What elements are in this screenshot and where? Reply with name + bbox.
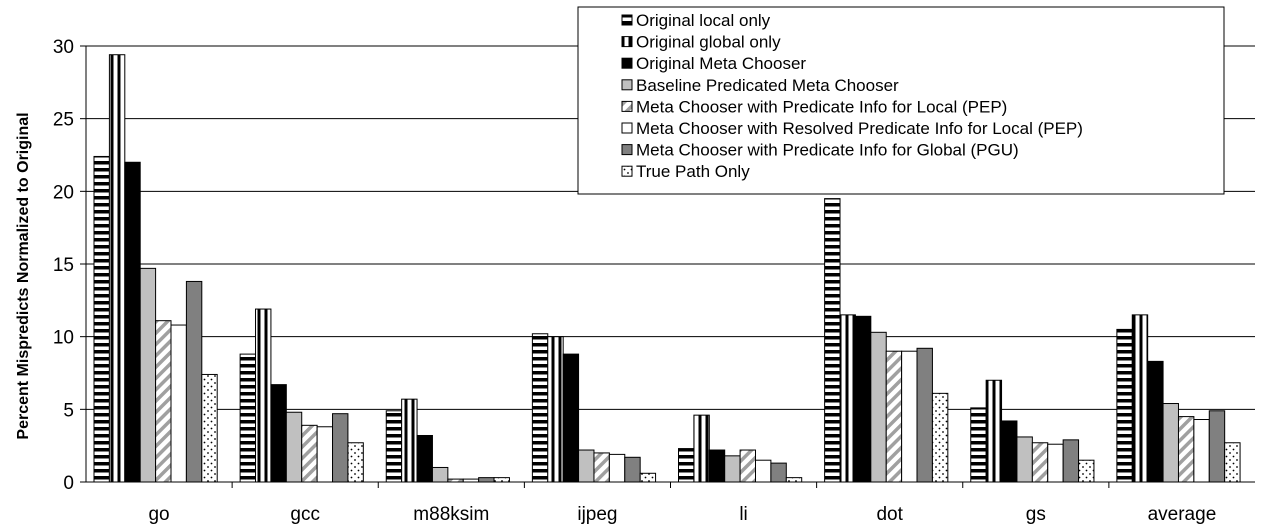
y-tick-label: 25 — [53, 110, 74, 131]
y-tick-label: 0 — [63, 473, 74, 494]
legend-swatch — [621, 165, 633, 177]
bar — [316, 426, 334, 483]
y-tick-label: 5 — [63, 400, 74, 421]
bar — [839, 314, 856, 483]
y-tick-label: 20 — [53, 182, 74, 203]
bar — [93, 155, 110, 483]
bar — [1193, 419, 1210, 483]
bar — [493, 477, 510, 483]
y-axis-label: Percent Mispredicts Normalized to Origin… — [15, 112, 32, 439]
bar — [639, 472, 657, 483]
bar — [1224, 442, 1241, 483]
legend-label: Meta Chooser with Predicate Info for Glo… — [636, 141, 1019, 160]
x-tick-label: ijpeg — [577, 504, 617, 525]
bar — [1177, 416, 1195, 483]
legend-label: Original local only — [636, 11, 771, 30]
bar — [185, 280, 203, 483]
legend-label: Meta Chooser with Predicate Info for Loc… — [636, 97, 1007, 116]
legend-swatch — [621, 122, 633, 134]
x-tick-label: gs — [1026, 504, 1046, 525]
legend-swatch — [621, 57, 633, 69]
bar — [1031, 442, 1049, 483]
bar — [854, 315, 872, 483]
y-tick-label: 30 — [53, 37, 74, 58]
bar — [739, 449, 756, 483]
legend-box — [577, 6, 1225, 195]
bar — [1078, 459, 1095, 483]
legend-label: Meta Chooser with Resolved Predicate Inf… — [636, 119, 1083, 138]
bar — [1047, 443, 1064, 483]
bar — [608, 453, 626, 483]
axes: 0 5 10 15 20 25 30 Percent Mispredicts Normaliz… — [15, 37, 1255, 525]
bar — [562, 353, 580, 483]
bar — [624, 456, 641, 483]
bar — [478, 477, 495, 483]
x-tick-label: m88ksim — [413, 504, 489, 525]
bar — [416, 434, 433, 483]
legend-label: True Path Only — [636, 162, 750, 181]
bar — [401, 398, 418, 483]
bar — [885, 350, 903, 483]
bar — [724, 455, 741, 483]
bar — [170, 324, 187, 483]
x-tick-label: average — [1148, 504, 1217, 525]
x-tick-label: dot — [876, 504, 903, 525]
bar — [931, 392, 949, 483]
bar — [970, 407, 987, 483]
bar — [578, 449, 595, 483]
bar — [547, 336, 564, 483]
bar — [531, 333, 549, 483]
bar — [239, 353, 257, 483]
bar — [347, 442, 364, 483]
bar — [593, 452, 610, 483]
bar — [708, 449, 726, 483]
x-tick-label: gcc — [290, 504, 320, 525]
legend-label: Original Meta Chooser — [636, 54, 806, 73]
bar — [1116, 328, 1133, 483]
legend-swatch — [621, 36, 633, 48]
bar — [201, 373, 218, 483]
bar — [1131, 314, 1149, 483]
bar — [901, 350, 918, 483]
x-tick-label: li — [739, 504, 747, 525]
bar — [1208, 410, 1226, 483]
y-tick-label: 10 — [53, 328, 74, 349]
bar — [1001, 420, 1018, 483]
bar — [155, 320, 172, 483]
legend-swatch — [621, 79, 633, 91]
x-tick-label: go — [148, 504, 169, 525]
bar — [431, 466, 449, 483]
legend: Original local only Original global only O… — [577, 6, 1225, 195]
bar — [270, 384, 287, 483]
bar — [124, 161, 141, 483]
bar — [1062, 439, 1080, 483]
bar — [824, 198, 841, 483]
bar — [301, 424, 318, 483]
bar — [916, 347, 933, 483]
legend-swatch — [621, 100, 633, 112]
legend-swatch — [621, 14, 633, 26]
bar — [785, 477, 803, 483]
bar — [985, 379, 1003, 483]
legend-swatch — [621, 144, 633, 156]
legend-label: Original global only — [636, 33, 781, 52]
bar — [1162, 403, 1179, 483]
bar — [385, 410, 403, 483]
bar — [139, 267, 157, 483]
bar — [678, 448, 695, 483]
bar — [1147, 360, 1164, 483]
bar — [108, 54, 126, 483]
bar — [1016, 436, 1033, 483]
legend-label: Baseline Predicated Meta Chooser — [636, 76, 899, 95]
bar — [770, 462, 787, 483]
bar — [285, 411, 303, 483]
bar — [332, 413, 349, 483]
y-tick-label: 15 — [53, 255, 74, 276]
bar — [755, 459, 772, 483]
bar — [255, 308, 272, 483]
bar — [693, 414, 710, 483]
bar — [870, 331, 887, 483]
